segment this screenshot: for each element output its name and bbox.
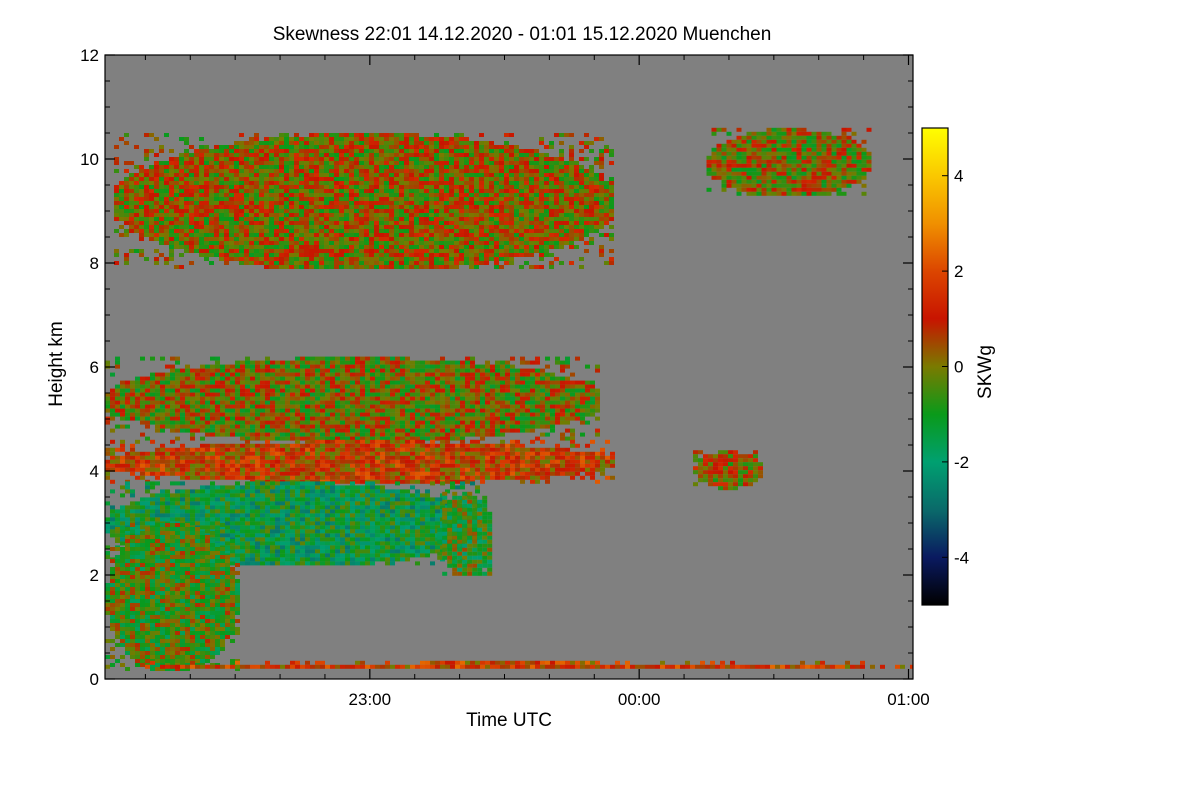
- y-tick-label-6: 12: [80, 46, 99, 65]
- axes-layer: 23:00 00:00 01:00 0 2 4 6 8 10 12: [80, 46, 930, 709]
- y-tick-label-4: 8: [90, 254, 99, 273]
- colorbar-tick-label-3: -2: [954, 453, 969, 472]
- region-fall-streaks-west: [105, 523, 240, 671]
- y-tick-label-0: 0: [90, 670, 99, 689]
- y-tick-label-5: 10: [80, 150, 99, 169]
- y-tick-label-3: 6: [90, 358, 99, 377]
- x-axis-label: Time UTC: [466, 710, 552, 731]
- colorbar-tick-label-2: 0: [954, 358, 963, 377]
- chart-title: Skewness 22:01 14.12.2020 - 01:01 15.12.…: [273, 24, 772, 45]
- y-axis-label: Height km: [46, 321, 67, 407]
- heatmap-layer: [105, 127, 913, 671]
- region-mid-cloud-core: [105, 439, 615, 484]
- colorbar-tick-label-4: -4: [954, 548, 969, 567]
- x-tick-label-1: 00:00: [618, 690, 661, 709]
- x-tick-label-2: 01:00: [887, 690, 930, 709]
- y-tick-label-2: 4: [90, 462, 99, 481]
- x-tick-label-0: 23:00: [349, 690, 392, 709]
- region-upper-cloud-layer: [114, 133, 614, 269]
- colorbar-tick-label-1: 2: [954, 262, 963, 281]
- colorbar-label: SKWg: [975, 345, 996, 399]
- y-tick-label-1: 2: [90, 566, 99, 585]
- region-fall-streaks-mid: [437, 491, 493, 576]
- colorbar-ticks: 4 2 0 -2 -4: [942, 167, 969, 567]
- region-mid-cloud-top: [105, 356, 600, 441]
- region-upper-cloud-east: [706, 127, 872, 196]
- region-near-surface-band: [105, 660, 913, 669]
- colorbar-tick-label-0: 4: [954, 167, 963, 186]
- region-small-cloud-east: [693, 450, 763, 491]
